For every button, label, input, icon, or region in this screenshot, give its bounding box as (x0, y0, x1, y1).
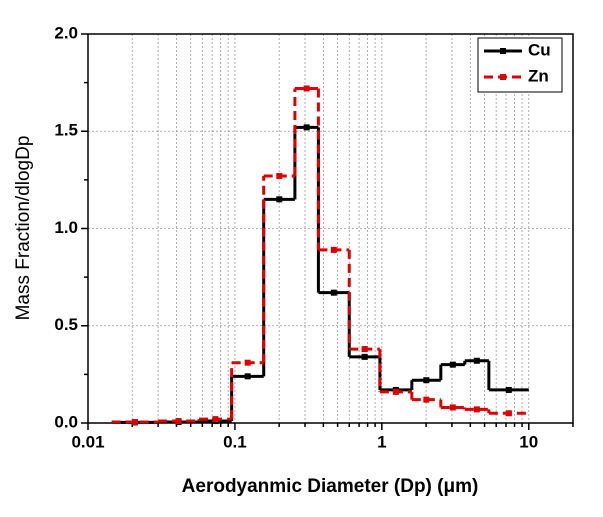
marker (473, 406, 480, 413)
y-tick-label: 1.5 (54, 121, 78, 140)
marker (303, 124, 310, 131)
marker (449, 361, 456, 368)
marker (361, 353, 368, 360)
marker (276, 196, 283, 203)
y-tick-label: 0.0 (54, 412, 78, 431)
x-tick-label: 10 (519, 432, 538, 451)
marker (423, 396, 430, 403)
legend-marker (500, 48, 506, 54)
marker (505, 410, 512, 417)
legend-label: Zn (528, 66, 549, 85)
legend-marker (500, 74, 506, 80)
marker (505, 386, 512, 393)
y-tick-label: 2.0 (54, 23, 78, 42)
marker (330, 289, 337, 296)
marker (449, 404, 456, 411)
marker (212, 416, 219, 423)
marker (392, 388, 399, 395)
marker (303, 85, 310, 92)
x-tick-label: 0.1 (223, 432, 247, 451)
marker (276, 172, 283, 179)
y-axis-label: Mass Fraction/dlogDp (13, 136, 34, 321)
x-tick-label: 0.01 (71, 432, 104, 451)
marker (175, 418, 182, 425)
x-axis-label: Aerodyanmic Diameter (Dp) (μm) (182, 476, 479, 497)
y-tick-label: 1.0 (54, 218, 78, 237)
series-0 (111, 124, 529, 426)
marker (131, 419, 138, 426)
series-1 (111, 85, 529, 426)
marker (423, 377, 430, 384)
marker (244, 359, 251, 366)
y-tick-label: 0.5 (54, 315, 78, 334)
x-tick-label: 1 (377, 432, 386, 451)
marker (473, 357, 480, 364)
marker (244, 373, 251, 380)
legend-box (477, 37, 563, 93)
marker (361, 346, 368, 353)
marker (330, 246, 337, 253)
legend-label: Cu (528, 40, 551, 59)
plot-frame (87, 33, 574, 424)
